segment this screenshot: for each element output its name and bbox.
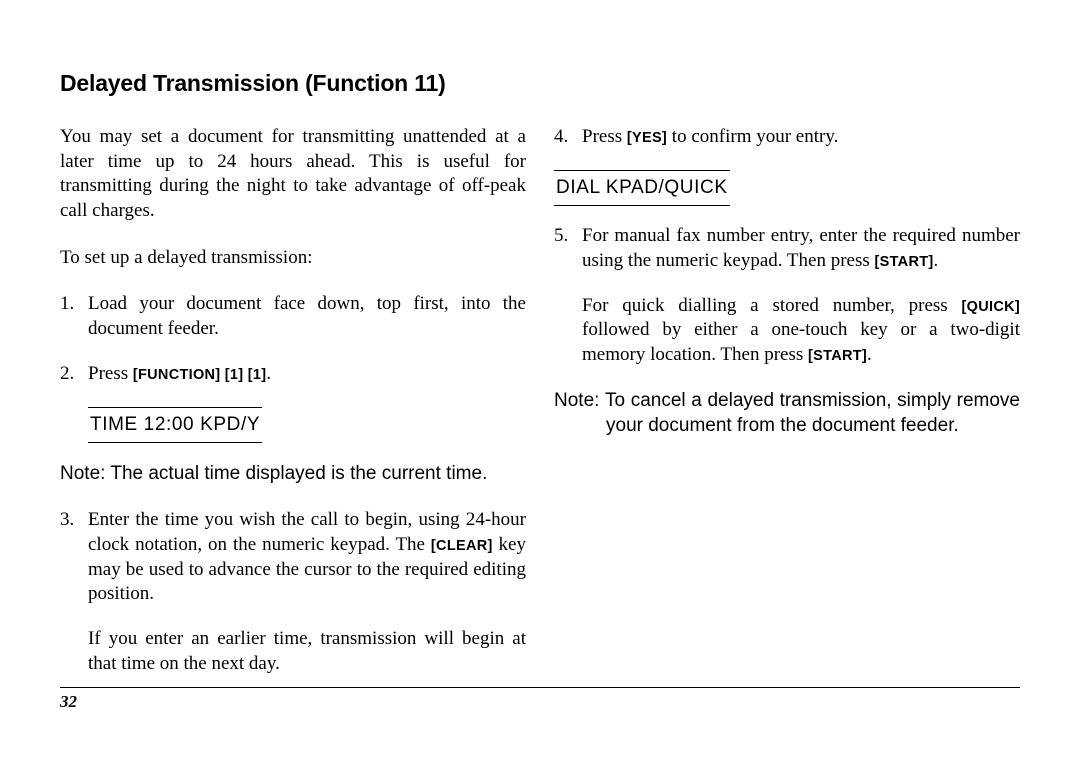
step-5-a: For manual fax number entry, enter the r…: [582, 225, 1020, 271]
step-2-pre: Press: [88, 363, 133, 384]
step-5-sub-a: For quick dialling a stored number, pres…: [582, 295, 962, 316]
note-cancel: Note: To cancel a delayed transmission, …: [554, 388, 1020, 438]
step-5-sub-b: followed by either a one-touch key or a …: [582, 319, 1020, 365]
step-3: Enter the time you wish the call to begi…: [60, 508, 526, 676]
step-5-subparagraph: For quick dialling a stored number, pres…: [582, 294, 1020, 368]
step-2-post: .: [266, 363, 271, 384]
step-2: Press [FUNCTION] [1] [1].: [60, 362, 526, 387]
step-4-a: Press: [582, 126, 627, 147]
page-footer: 32: [60, 687, 1020, 712]
step-5: For manual fax number entry, enter the r…: [554, 224, 1020, 367]
step-5-b: .: [934, 250, 939, 271]
step-3-subparagraph: If you enter an earlier time, transmissi…: [88, 627, 526, 676]
step-5-sub-c: .: [867, 344, 872, 365]
two-column-layout: You may set a document for transmitting …: [60, 125, 1020, 696]
lcd-display-1-wrap: TIME 12:00 KPD/Y: [88, 407, 526, 444]
lcd-display-2: DIAL KPAD/QUICK: [554, 170, 730, 207]
step-4: Press [YES] to confirm your entry.: [554, 125, 1020, 150]
step-4-b: to confirm your entry.: [667, 126, 838, 147]
step-1-text: Load your document face down, top first,…: [88, 293, 526, 339]
key-clear: [CLEAR]: [431, 538, 493, 554]
key-yes: [YES]: [627, 130, 667, 146]
page-number: 32: [60, 692, 77, 711]
lcd-display-1: TIME 12:00 KPD/Y: [88, 407, 262, 444]
lead-line: To set up a delayed transmission:: [60, 246, 526, 271]
lcd-display-2-wrap: DIAL KPAD/QUICK: [554, 170, 1020, 207]
left-column: You may set a document for transmitting …: [60, 125, 526, 696]
key-quick: [QUICK]: [962, 299, 1020, 315]
note-current-time: Note: The actual time displayed is the c…: [60, 461, 526, 486]
steps-list-left-cont: Enter the time you wish the call to begi…: [60, 508, 526, 676]
intro-paragraph: You may set a document for transmitting …: [60, 125, 526, 224]
step-1: Load your document face down, top first,…: [60, 292, 526, 341]
steps-list-right: Press [YES] to confirm your entry.: [554, 125, 1020, 150]
right-column: Press [YES] to confirm your entry. DIAL …: [554, 125, 1020, 696]
section-title: Delayed Transmission (Function 11): [60, 70, 1020, 97]
steps-list-left: Load your document face down, top first,…: [60, 292, 526, 386]
key-function-1-1: [FUNCTION] [1] [1]: [133, 367, 266, 383]
key-start-1: [START]: [875, 254, 934, 270]
steps-list-right-cont: For manual fax number entry, enter the r…: [554, 224, 1020, 367]
key-start-2: [START]: [808, 348, 867, 364]
manual-page: Delayed Transmission (Function 11) You m…: [0, 0, 1080, 760]
